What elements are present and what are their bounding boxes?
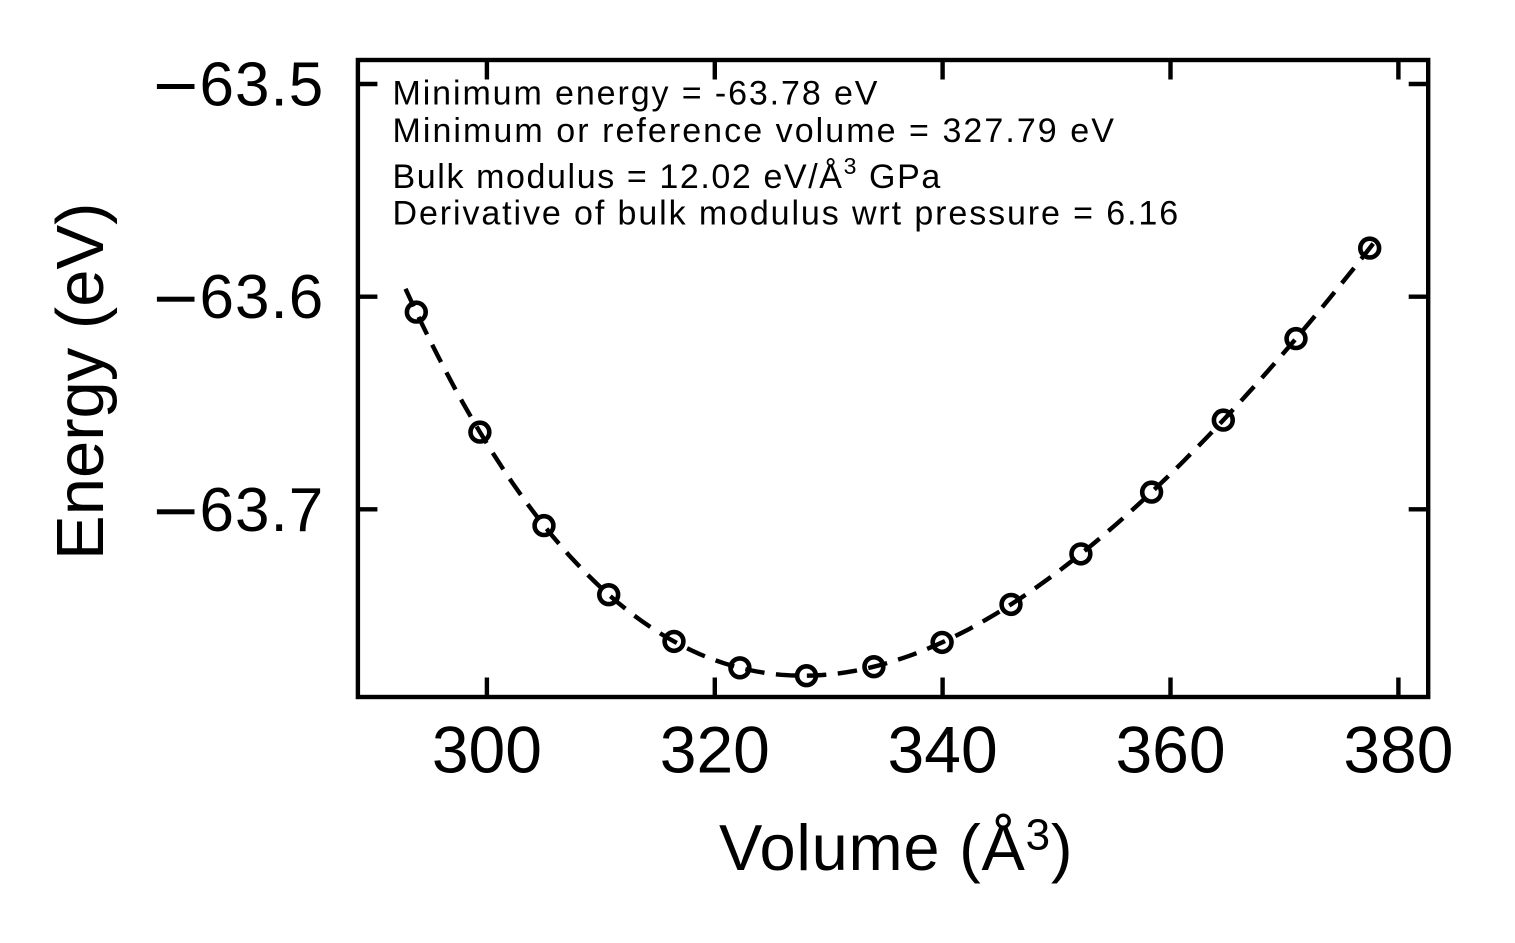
svg-text:Minimum energy = -63.78 eV: Minimum energy = -63.78 eV [393, 75, 880, 113]
svg-text:360: 360 [1115, 713, 1225, 787]
svg-text:320: 320 [660, 713, 770, 787]
svg-text:Volume (Å3): Volume (Å3) [719, 811, 1073, 885]
svg-text:63.6: 63.6 [200, 263, 325, 332]
svg-text:Energy (eV): Energy (eV) [43, 203, 118, 560]
svg-text:Bulk modulus = 12.02 eV/Å3 GPa: Bulk modulus = 12.02 eV/Å3 GPa [393, 153, 942, 196]
svg-text:300: 300 [432, 713, 542, 787]
svg-text:340: 340 [888, 713, 998, 787]
svg-text:Minimum or reference volume =: Minimum or reference volume = 327.79 eV [393, 112, 1116, 150]
svg-text:Derivative of bulk modulus wrt: Derivative of bulk modulus wrt pressure … [393, 195, 1181, 233]
svg-text:63.5: 63.5 [200, 51, 325, 120]
svg-text:380: 380 [1343, 713, 1453, 787]
svg-text:63.7: 63.7 [200, 476, 325, 545]
